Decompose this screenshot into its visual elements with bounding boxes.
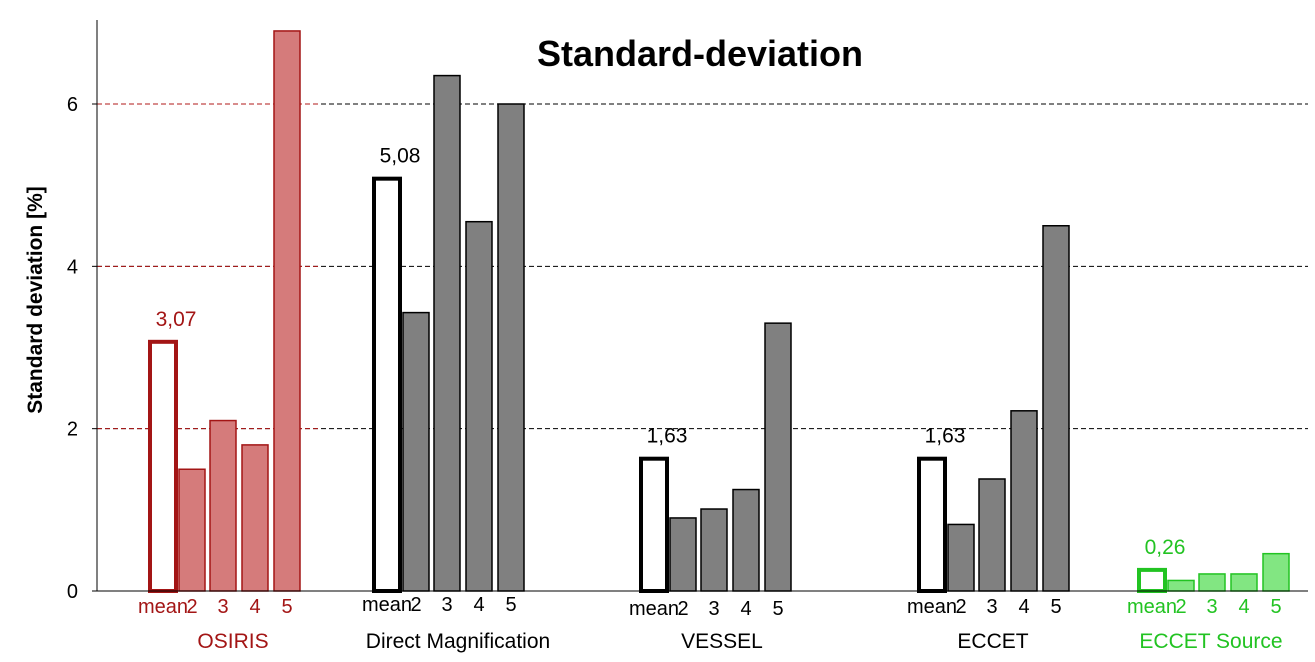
- group-osiris: [148, 30, 301, 593]
- y-tick-label: 6: [67, 94, 78, 116]
- bar-run-4: [241, 444, 269, 592]
- category-label: 4: [473, 594, 484, 616]
- category-label: 5: [1270, 596, 1281, 618]
- category-label: 4: [1018, 596, 1029, 618]
- bar-run-5: [1262, 552, 1290, 592]
- category-label: 5: [772, 598, 783, 620]
- category-label: 2: [1175, 596, 1186, 618]
- mean-data-label: 5,08: [380, 145, 421, 168]
- y-tick-label: 0: [67, 581, 78, 603]
- bar-run-2: [402, 311, 430, 592]
- category-label: 5: [281, 596, 292, 618]
- axis-layer: [92, 20, 1308, 592]
- y-tick-label: 2: [67, 419, 78, 441]
- category-label: 4: [740, 598, 751, 620]
- bar-run-2: [669, 517, 697, 592]
- bar-run-4: [1010, 410, 1038, 592]
- group-label: ECCET: [957, 630, 1028, 653]
- bar-run-3: [433, 74, 461, 592]
- bar-mean: [1137, 567, 1167, 593]
- category-label: 2: [186, 596, 197, 618]
- bar-run-2: [178, 468, 206, 592]
- group-eccet-source: [1137, 552, 1290, 593]
- category-label: mean: [138, 596, 188, 618]
- category-label: 5: [1050, 596, 1061, 618]
- category-label: mean: [629, 598, 679, 620]
- category-label: 3: [708, 598, 719, 620]
- bar-run-5: [273, 30, 301, 592]
- group-eccet: [917, 225, 1070, 593]
- bar-run-4: [1230, 573, 1258, 592]
- category-label: 3: [1206, 596, 1217, 618]
- category-label: mean: [362, 594, 412, 616]
- bar-mean: [917, 456, 947, 593]
- category-label: 2: [410, 594, 421, 616]
- category-label: 3: [217, 596, 228, 618]
- category-label: 5: [505, 594, 516, 616]
- category-label: 4: [249, 596, 260, 618]
- mean-data-label: 1,63: [647, 425, 688, 448]
- bar-run-4: [465, 220, 493, 592]
- bar-mean: [639, 456, 669, 593]
- category-label: 4: [1238, 596, 1249, 618]
- category-label: mean: [1127, 596, 1177, 618]
- group-label: Direct Magnification: [366, 630, 550, 653]
- bar-run-3: [978, 478, 1006, 592]
- chart-title: Standard-deviation: [537, 33, 863, 74]
- mean-data-label: 0,26: [1145, 536, 1186, 559]
- group-label: ECCET Source: [1139, 630, 1282, 653]
- category-label: mean: [907, 596, 957, 618]
- mean-data-label: 3,07: [156, 308, 197, 331]
- bar-run-3: [700, 508, 728, 592]
- bar-mean: [148, 339, 178, 593]
- bar-mean: [372, 176, 402, 593]
- category-label: 3: [441, 594, 452, 616]
- category-label: 2: [955, 596, 966, 618]
- bar-run-3: [1198, 573, 1226, 592]
- y-axis-label: Standard deviation [%]: [24, 186, 47, 414]
- bar-run-5: [764, 322, 792, 592]
- group-label: OSIRIS: [197, 630, 268, 653]
- mean-data-label: 1,63: [925, 425, 966, 448]
- bar-run-4: [732, 488, 760, 592]
- category-label: 2: [677, 598, 688, 620]
- group-vessel: [639, 322, 792, 593]
- bar-run-2: [947, 523, 975, 592]
- bar-run-5: [1042, 225, 1070, 592]
- bar-layer: [148, 30, 1290, 593]
- group-label: VESSEL: [681, 630, 763, 653]
- y-tick-label: 4: [67, 256, 78, 278]
- bar-run-3: [209, 419, 237, 592]
- category-label: 3: [986, 596, 997, 618]
- bar-run-2: [1167, 579, 1195, 592]
- bar-run-5: [497, 103, 525, 592]
